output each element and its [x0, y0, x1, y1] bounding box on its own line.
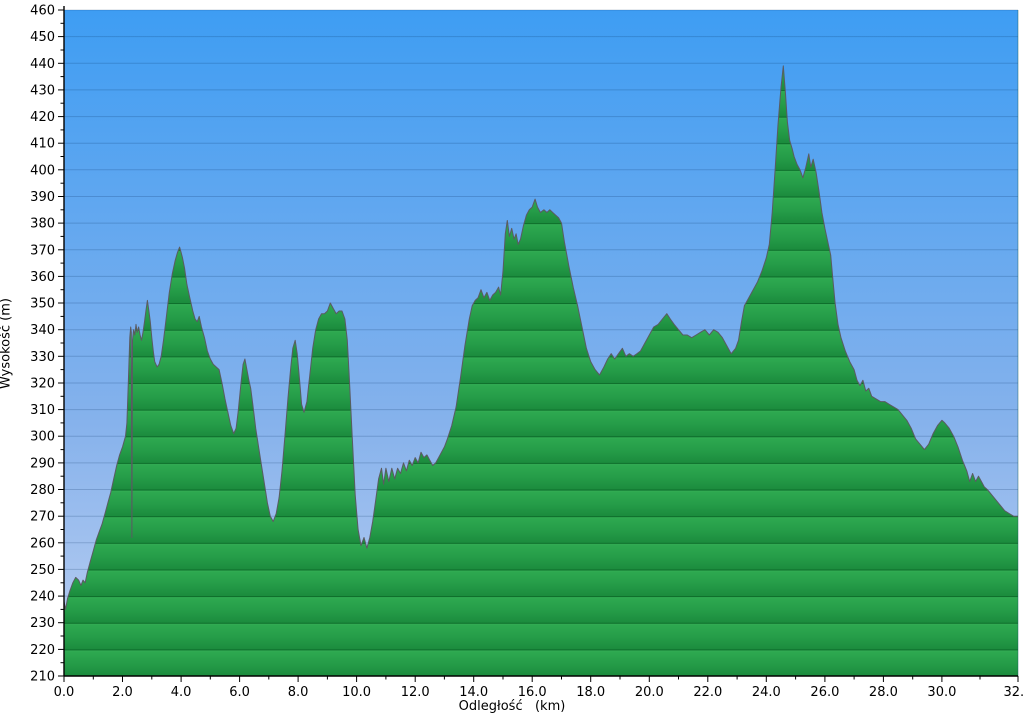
y-tick-label: 220 — [30, 643, 55, 658]
y-tick-label: 210 — [30, 670, 55, 685]
y-tick-label: 250 — [30, 563, 55, 578]
y-tick-label: 430 — [30, 83, 55, 98]
y-tick-label: 460 — [30, 4, 55, 19]
x-tick-label: 2.0 — [112, 685, 133, 700]
elevation-area — [64, 65, 1018, 676]
x-tick-label: 20.0 — [635, 685, 664, 700]
y-tick-label: 290 — [30, 456, 55, 471]
y-tick-label: 420 — [30, 110, 55, 125]
x-tick-label: 16.0 — [518, 685, 547, 700]
y-tick-label: 370 — [30, 243, 55, 258]
x-tick-label: 24.0 — [752, 685, 781, 700]
y-tick-label: 450 — [30, 30, 55, 45]
y-tick-label: 270 — [30, 510, 55, 525]
x-tick-label: 8.0 — [288, 685, 309, 700]
y-tick-label: 410 — [30, 137, 55, 152]
y-tick-label: 230 — [30, 616, 55, 631]
x-axis-title: Odległość (km) — [458, 699, 566, 714]
y-tick-label: 310 — [30, 403, 55, 418]
y-tick-label: 390 — [30, 190, 55, 205]
y-tick-label: 340 — [30, 323, 55, 338]
y-tick-label: 440 — [30, 57, 55, 72]
x-tick-label: 10.0 — [342, 685, 371, 700]
x-tick-label: 32.6 — [1004, 685, 1024, 700]
y-tick-label: 240 — [30, 590, 55, 605]
x-tick-label: 22.0 — [693, 685, 722, 700]
y-tick-label: 380 — [30, 217, 55, 232]
y-tick-label: 300 — [30, 430, 55, 445]
x-tick-label: 18.0 — [576, 685, 605, 700]
y-tick-label: 280 — [30, 483, 55, 498]
y-tick-label: 360 — [30, 270, 55, 285]
x-tick-label: 6.0 — [229, 685, 250, 700]
y-axis-title: Wysokość (m) — [0, 298, 14, 389]
y-tick-label: 400 — [30, 163, 55, 178]
x-tick-label: 30.0 — [927, 685, 956, 700]
x-tick-label: 12.0 — [401, 685, 430, 700]
x-tick-label: 0.0 — [54, 685, 75, 700]
y-tick-label: 320 — [30, 377, 55, 392]
x-tick-label: 26.0 — [810, 685, 839, 700]
elevation-outline — [63, 65, 1018, 610]
x-tick-label: 4.0 — [171, 685, 192, 700]
y-tick-label: 350 — [30, 297, 55, 312]
y-tick-label: 260 — [30, 536, 55, 551]
y-tick-label: 330 — [30, 350, 55, 365]
x-tick-label: 28.0 — [869, 685, 898, 700]
x-tick-label: 14.0 — [459, 685, 488, 700]
